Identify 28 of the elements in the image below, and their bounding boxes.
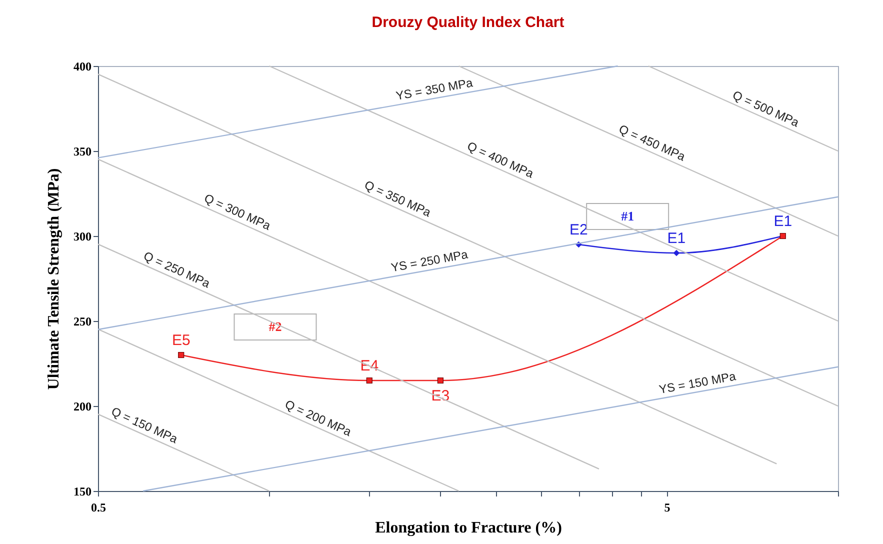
text: Q = 200 MPa bbox=[282, 397, 354, 440]
y-tick-label: 150 bbox=[74, 484, 92, 498]
y-tick-label: 350 bbox=[74, 144, 92, 158]
text: Q = 450 MPa bbox=[616, 122, 688, 164]
x-axis-title: Elongation to Fracture (%) bbox=[375, 520, 562, 536]
text: YS = 150 MPa bbox=[658, 369, 738, 397]
text: Q = 150 MPa bbox=[109, 404, 180, 446]
y-tick-label: 200 bbox=[74, 400, 92, 414]
text: Q = 400 MPa bbox=[465, 138, 536, 181]
data-label: E1 bbox=[667, 230, 686, 247]
text: Q = 250 MPa bbox=[142, 248, 212, 291]
text: Q = 300 MPa bbox=[202, 190, 273, 233]
text: #1 bbox=[621, 208, 634, 224]
data-label: E1 bbox=[774, 213, 792, 230]
text: #2 bbox=[268, 319, 282, 334]
y-tick-label: 250 bbox=[74, 314, 92, 328]
y-axis-title: Ultimate Tensile Strength (MPa) bbox=[46, 168, 62, 390]
text: Q = 500 MPa bbox=[730, 88, 802, 130]
data-label: E5 bbox=[172, 332, 190, 349]
data-label: E2 bbox=[569, 222, 588, 238]
x-tick-label: 5 bbox=[664, 500, 670, 514]
text: YS = 350 MPa bbox=[394, 76, 474, 103]
x-tick-label: 0.5 bbox=[91, 500, 106, 514]
y-tick-label: 400 bbox=[74, 60, 92, 74]
y-tick-label: 300 bbox=[74, 230, 92, 244]
chart-title: Drouzy Quality Index Chart bbox=[372, 14, 564, 31]
text: YS = 250 MPa bbox=[390, 247, 470, 275]
text: Q = 350 MPa bbox=[362, 178, 434, 220]
